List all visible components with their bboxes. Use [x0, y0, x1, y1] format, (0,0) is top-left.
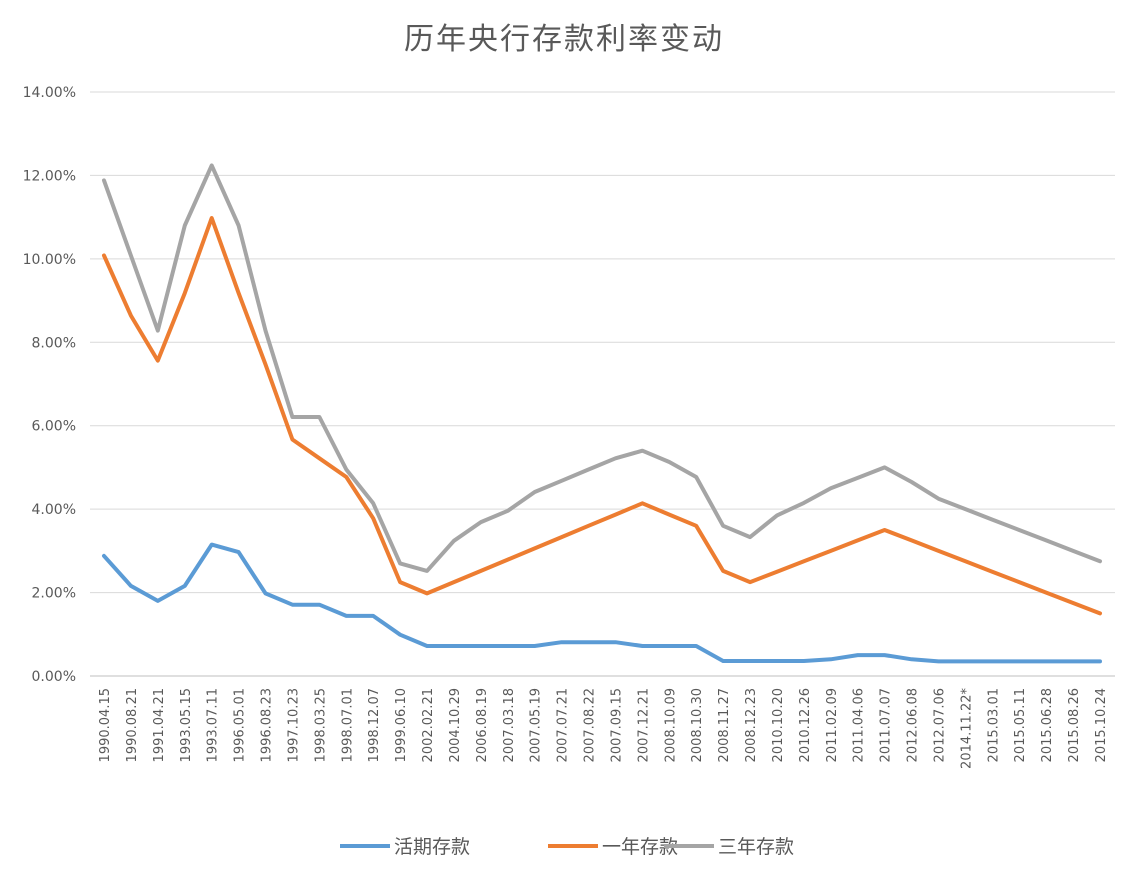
chart-title: 历年央行存款利率变动 [404, 22, 724, 57]
y-tick-label: 4.00% [32, 502, 76, 518]
series-line-2 [102, 216, 1102, 616]
x-tick-label: 1996.08.23 [260, 688, 275, 762]
x-tick-label: 1993.05.15 [179, 688, 194, 762]
gridlines [90, 91, 1115, 677]
x-tick-label: 1999.06.10 [394, 688, 409, 762]
x-tick-label: 2011.02.09 [825, 688, 840, 762]
x-tick-label: 2012.06.08 [906, 688, 921, 762]
x-tick-label: 2011.04.06 [852, 688, 867, 762]
x-tick-label: 2010.10.20 [771, 688, 786, 762]
x-tick-label: 2012.07.06 [932, 688, 947, 762]
x-tick-label: 1993.07.11 [206, 688, 221, 762]
y-tick-label: 2.00% [32, 586, 76, 602]
x-tick-label: 2015.08.26 [1067, 688, 1082, 762]
x-tick-label: 2006.08.19 [475, 688, 490, 762]
x-tick-label: 2007.09.15 [609, 688, 624, 762]
y-axis-tick-labels: 0.00% 2.00% 4.00% 6.00% 8.00% 10.00% 12.00% 14.… [23, 85, 76, 685]
x-tick-label: 2011.07.07 [879, 688, 894, 762]
x-tick-label: 2015.10.24 [1094, 688, 1109, 762]
series-line-1 [102, 542, 1102, 664]
y-tick-label: 14.00% [23, 85, 76, 101]
x-tick-label: 2007.03.18 [502, 688, 517, 762]
x-tick-label: 2007.08.22 [583, 688, 598, 762]
x-tick-label: 2008.10.09 [663, 688, 678, 762]
series-line-3 [102, 163, 1102, 573]
y-tick-label: 0.00% [32, 669, 76, 685]
x-tick-label: 2015.06.28 [1040, 688, 1055, 762]
x-tick-label: 2008.11.27 [717, 688, 732, 762]
x-tick-label: 2014.11.22* [959, 688, 974, 769]
legend: 活期存款 一年存款 三年存款 [340, 836, 794, 858]
x-axis-tick-labels: 1990.04.15 1990.08.21 1991.04.21 1993.05.15… [98, 688, 1109, 769]
legend-label: 活期存款 [394, 836, 470, 858]
y-tick-label: 12.00% [23, 168, 76, 184]
x-tick-label: 2015.05.11 [1013, 688, 1028, 762]
y-tick-label: 8.00% [32, 335, 76, 351]
y-tick-label: 10.00% [23, 252, 76, 268]
legend-label: 三年存款 [718, 836, 794, 858]
series-lines [102, 163, 1102, 664]
x-tick-label: 1998.07.01 [340, 688, 355, 762]
x-tick-label: 2002.02.21 [421, 688, 436, 762]
x-tick-label: 2007.12.21 [636, 688, 651, 762]
x-tick-label: 2004.10.29 [448, 688, 463, 762]
x-tick-label: 1998.12.07 [367, 688, 382, 762]
x-tick-label: 1998.03.25 [313, 688, 328, 762]
y-tick-label: 6.00% [32, 419, 76, 435]
x-tick-label: 1990.08.21 [125, 688, 140, 762]
x-tick-label: 1991.04.21 [152, 688, 167, 762]
x-tick-label: 2010.12.26 [798, 688, 813, 762]
x-tick-label: 1996.05.01 [233, 688, 248, 762]
x-tick-label: 2007.05.19 [529, 688, 544, 762]
x-tick-label: 2008.10.30 [690, 688, 705, 762]
x-tick-label: 1990.04.15 [98, 688, 113, 762]
legend-label: 一年存款 [602, 836, 678, 858]
x-tick-label: 2008.12.23 [744, 688, 759, 762]
x-tick-label: 2007.07.21 [556, 688, 571, 762]
x-tick-label: 1997.10.23 [286, 688, 301, 762]
x-tick-label: 2015.03.01 [986, 688, 1001, 762]
